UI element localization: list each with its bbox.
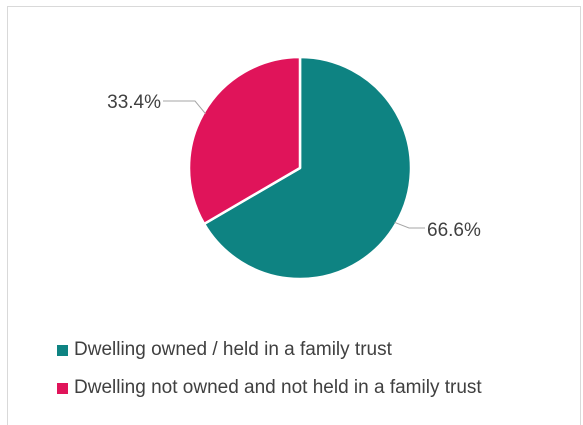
legend-swatch-owned	[57, 344, 68, 356]
legend: Dwelling owned / held in a family trust …	[57, 338, 482, 414]
legend-item-not-owned: Dwelling not owned and not held in a fam…	[57, 376, 482, 400]
legend-label-owned: Dwelling owned / held in a family trust	[74, 339, 392, 360]
leader-line-1	[394, 221, 425, 229]
data-label-2: 33.4%	[107, 92, 161, 113]
legend-swatch-not-owned	[57, 382, 68, 394]
legend-item-owned: Dwelling owned / held in a family trust	[57, 338, 482, 362]
leader-line-2	[163, 100, 206, 115]
data-label-1: 66.6%	[427, 220, 481, 241]
pie-slice-2	[187, 55, 302, 226]
legend-label-not-owned: Dwelling not owned and not held in a fam…	[74, 377, 482, 398]
